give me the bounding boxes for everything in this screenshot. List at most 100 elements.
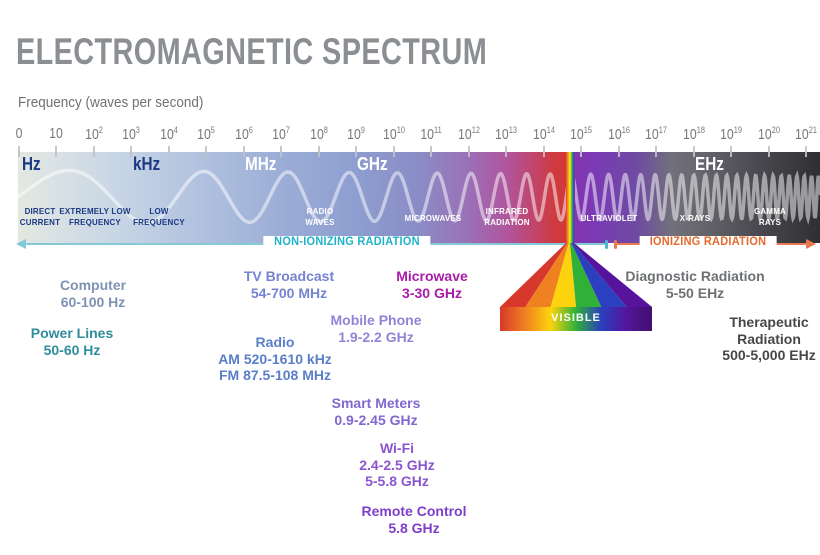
annotation-line: 500-5,000 EHz [722,347,816,363]
annotation-remote-control: Remote Control 5.8 GHz [362,503,467,536]
annotation-power-lines: Power Lines 50-60 Hz [31,325,113,358]
annotation-line: FM 87.5-108 MHz [218,367,332,383]
axis-tick-label: 103 [120,125,142,143]
axis-tick-mark [430,146,432,157]
tick-exponent: 3 [135,125,140,135]
tick-base: 0 [15,125,22,142]
axis-tick-text: 105 [197,125,215,143]
tick-base: 10 [682,126,697,143]
tick-exponent: 7 [285,125,290,135]
axis-tick-label: 102 [83,125,105,143]
band-label-line: RADIATION [484,217,530,227]
annotation-line: 3-30 GHz [402,284,462,301]
axis-tick-text: 1014 [533,125,555,143]
page-title: ELECTROMAGNETIC SPECTRUM [16,31,488,72]
annotation-line: Diagnostic Radiation [625,268,765,284]
axis-tick-label: 10 [48,125,65,142]
tick-base: 10 [309,126,324,143]
tick-base: 10 [159,126,174,143]
non-ionizing-arrowhead-icon [16,239,26,249]
annotation-line: TV Broadcast [243,268,335,284]
axis-tick-mark [467,146,470,157]
annotation-line: Microwave [396,268,468,284]
axis-tick-mark [205,146,207,157]
tick-exponent: 14 [546,125,555,135]
annotation-mobile-phone: Mobile Phone 1.9-2.2 GHz [331,312,422,345]
annotation-line: 2.4-2.5 GHz [359,456,435,473]
ionizing-arrowhead-icon [806,239,816,249]
band-label-text: X-RAYS [680,213,711,224]
band-label-text: EXTREMELY LOW FREQUENCY [59,206,130,228]
axis-tick-label: 1011 [418,125,444,143]
band-label-text: GAMMA RAYS [754,206,786,228]
axis-tick-text: 10 [49,125,63,142]
axis-tick-label: 106 [233,125,255,143]
axis-tick-label: 1018 [680,125,707,143]
unit-label-ghz: GHz [357,154,388,174]
tick-exponent: 18 [696,125,705,135]
axis-tick-text: 106 [235,125,253,143]
spectrum-bar [18,152,820,243]
axis-tick-mark [392,146,395,157]
band-label-microwaves: MICROWAVES [403,213,463,224]
axis-tick-text: 104 [160,125,178,143]
tick-exponent: 8 [323,125,328,135]
cone-wedge [570,243,602,307]
band-label-line: DIRECT [24,206,56,216]
annotation-computer: Computer 60-100 Hz [60,277,126,310]
axis-tick-label: 109 [345,125,367,143]
axis-tick-mark [505,146,507,157]
annotation-smart-meters: Smart Meters 0.9-2.45 GHz [332,395,421,428]
tick-exponent: 9 [360,125,365,135]
tick-base: 10 [532,126,547,143]
axis-tick-mark [355,146,357,157]
axis-tick-mark [767,146,770,157]
ionizing-label-text: IONIZING RADIATION [649,236,767,248]
band-label-text: DIRECT CURRENT [20,206,60,228]
axis-tick-text: 107 [272,125,290,143]
axis-tick-label: 1016 [605,125,632,143]
annotation-diagnostic-radiation: Diagnostic Radiation 5-50 EHz [625,268,764,301]
tick-exponent: 4 [173,125,178,135]
ionizing-label: IONIZING RADIATION [639,236,777,248]
band-label-text: INFRARED RADIATION [484,206,529,228]
tick-base: 10 [457,126,472,143]
non-ionizing-end-cap [605,240,608,249]
annotation-therapeutic-radiation: Therapeutic Radiation 500-5,000 EHz [722,314,815,364]
band-label-line: LOW [149,206,169,216]
band-label-direct-current: DIRECT CURRENT [19,206,62,228]
axis-tick-label: 1020 [755,125,782,143]
axis-tick-text: 102 [85,125,103,143]
visible-label: VISIBLE [551,312,601,324]
axis-tick-label: 108 [308,125,330,143]
annotation-line: 1.9-2.2 GHz [338,328,414,345]
axis-tick-text: 0 [15,125,22,142]
axis-tick-mark [580,146,582,157]
axis-tick-mark [280,146,282,157]
tick-exponent: 2 [98,125,103,135]
axis-tick-text: 1012 [458,125,480,143]
axis-tick-text: 1013 [495,125,517,143]
band-label-line: FREQUENCY [69,217,121,227]
tick-exponent: 10 [396,125,405,135]
axis-tick-mark [617,146,620,157]
visible-light-strip [566,152,575,243]
band-label-gamma-rays: GAMMA RAYS [753,206,787,228]
band-label-line: X-RAYS [679,213,711,223]
axis-tick-label: 1015 [568,125,595,143]
axis-tick-mark [655,146,657,157]
axis-tick-text: 1018 [683,125,705,143]
axis-tick-label: 104 [158,125,180,143]
tick-exponent: 12 [471,125,480,135]
axis-tick-label: 1021 [793,125,820,143]
tick-exponent: 15 [583,125,592,135]
axis-tick-label: 1017 [643,125,670,143]
annotation-line: 5.8 GHz [388,519,440,536]
tick-exponent: 17 [658,125,667,135]
tick-base: 10 [347,126,361,143]
annotation-line: Therapeutic [729,314,809,330]
cone-wedge [550,243,576,307]
axis-tick-text: 108 [310,125,328,143]
band-label-ultraviolet: ULTRAVIOLET [579,213,639,224]
